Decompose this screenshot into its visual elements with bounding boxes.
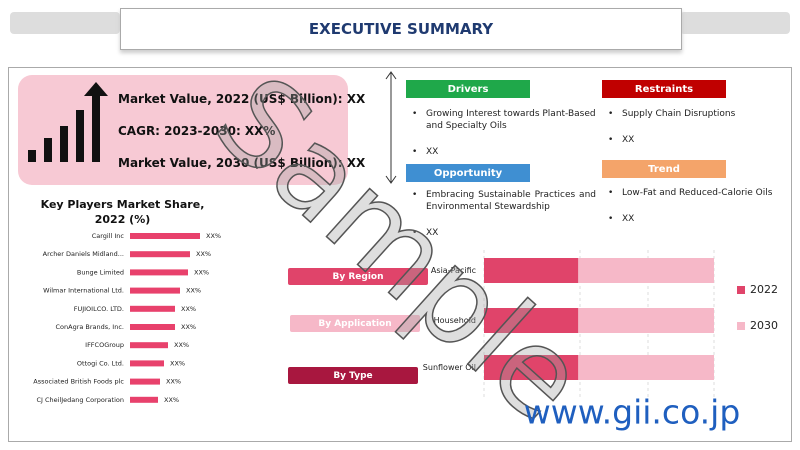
footer-url: www.gii.co.jp xyxy=(524,393,741,432)
category-label: CJ CheilJedang Corporation xyxy=(36,396,124,404)
bar-segment xyxy=(578,355,714,380)
legend-swatch xyxy=(737,322,745,330)
bar xyxy=(130,251,190,258)
category-label: Associated British Foods plc xyxy=(33,378,124,386)
value-label: XX% xyxy=(166,378,181,386)
value-label: XX% xyxy=(194,268,209,276)
category-label: Archer Daniels Midland... xyxy=(43,250,124,258)
category-label: IFFCOGroup xyxy=(85,341,124,349)
legend-label: 2022 xyxy=(750,283,778,296)
drivers-list: Growing Interest towards Plant-Based and… xyxy=(406,108,596,172)
category-label: Household xyxy=(434,316,476,325)
divider-arrow xyxy=(385,71,397,184)
value-label: XX% xyxy=(170,359,185,367)
list-item: Low-Fat and Reduced-Calorie Oils xyxy=(602,187,782,199)
list-item: Growing Interest towards Plant-Based and… xyxy=(406,108,596,132)
bar xyxy=(130,305,175,312)
watermark: Sample xyxy=(190,49,611,448)
bar xyxy=(130,324,175,330)
header-title: EXECUTIVE SUMMARY xyxy=(120,8,682,50)
segment-button[interactable]: By Application xyxy=(290,315,420,332)
trend-list: Low-Fat and Reduced-Calorie Oils XX xyxy=(602,187,782,239)
category-label: ConAgra Brands, Inc. xyxy=(56,323,125,331)
list-item: XX xyxy=(602,213,782,225)
summary-line: Market Value, 2022 (US$ Billion): XX xyxy=(118,92,366,106)
category-label: Cargill Inc xyxy=(92,232,125,240)
category-label: Bunge Limited xyxy=(77,268,124,276)
drivers-title: Drivers xyxy=(406,80,530,98)
list-item: XX xyxy=(406,227,596,239)
opportunity-list: Embracing Sustainable Practices and Envi… xyxy=(406,189,596,253)
bar xyxy=(130,378,160,385)
summary-box xyxy=(18,75,348,185)
summary-line: Market Value, 2030 (US$ Billion): XX xyxy=(118,156,366,170)
bar xyxy=(130,360,164,367)
category-label: Ottogi Co. Ltd. xyxy=(77,359,124,367)
bar xyxy=(130,396,158,403)
chart-title: Key Players Market Share, 2022 (%) xyxy=(40,198,205,226)
value-label: XX% xyxy=(181,323,196,331)
bar-segment xyxy=(484,355,579,380)
opportunity-title: Opportunity xyxy=(406,164,530,182)
restraints-title: Restraints xyxy=(602,80,726,98)
bar xyxy=(130,287,180,294)
segment-button[interactable]: By Type xyxy=(288,367,418,384)
category-label: FUJIOILCO. LTD. xyxy=(74,305,124,313)
category-label: Sunflower Oil xyxy=(423,363,476,372)
value-label: XX% xyxy=(206,232,221,240)
bar xyxy=(130,233,200,239)
trend-title: Trend xyxy=(602,160,726,178)
list-item: XX xyxy=(406,146,596,158)
list-item: Supply Chain Disruptions xyxy=(602,108,782,120)
value-label: XX% xyxy=(186,287,201,295)
value-label: XX% xyxy=(181,305,196,313)
bar-segment xyxy=(484,258,579,283)
category-label: Wilmar International Ltd. xyxy=(43,287,124,295)
growth-icon xyxy=(28,82,108,162)
segment-button[interactable]: By Region xyxy=(288,268,428,285)
header-tab xyxy=(680,12,790,34)
list-item: XX xyxy=(602,134,782,146)
legend-label: 2030 xyxy=(750,319,778,332)
value-label: XX% xyxy=(164,396,179,404)
list-item: Embracing Sustainable Practices and Envi… xyxy=(406,189,596,213)
bar xyxy=(130,269,188,276)
value-label: XX% xyxy=(196,250,211,258)
restraints-list: Supply Chain Disruptions XX xyxy=(602,108,782,160)
summary-line: CAGR: 2023-2030: XX% xyxy=(118,124,276,138)
bar xyxy=(130,342,168,349)
bar-segment xyxy=(578,308,714,333)
bar-segment xyxy=(484,308,579,333)
category-label: Asia-Pacific xyxy=(431,266,476,275)
bar-segment xyxy=(578,258,714,283)
legend-swatch xyxy=(737,286,745,294)
value-label: XX% xyxy=(174,341,189,349)
frame xyxy=(8,67,792,442)
header-tab xyxy=(10,12,120,34)
